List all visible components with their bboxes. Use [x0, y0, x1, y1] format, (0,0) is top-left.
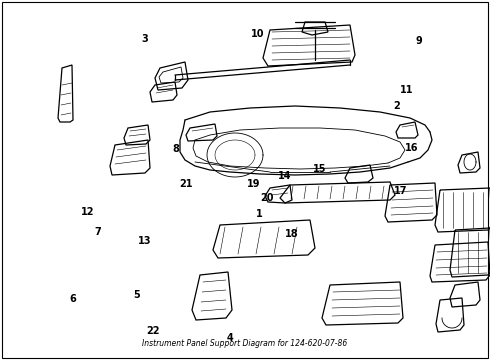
Text: 13: 13: [138, 236, 151, 246]
Text: 12: 12: [80, 207, 94, 217]
Text: 2: 2: [393, 101, 400, 111]
Text: 5: 5: [133, 290, 140, 300]
Text: 7: 7: [95, 227, 101, 237]
Text: 20: 20: [260, 193, 274, 203]
Text: 11: 11: [400, 85, 414, 95]
Text: 3: 3: [141, 34, 148, 44]
Text: 21: 21: [179, 179, 193, 189]
Text: 16: 16: [405, 143, 418, 153]
Text: 4: 4: [227, 333, 234, 343]
Text: 1: 1: [256, 209, 263, 219]
Text: 8: 8: [172, 144, 179, 154]
Text: 19: 19: [247, 179, 261, 189]
Text: 6: 6: [69, 294, 76, 304]
Text: 9: 9: [416, 36, 422, 46]
Text: 10: 10: [250, 29, 264, 39]
Text: 15: 15: [313, 164, 326, 174]
Text: 18: 18: [285, 229, 298, 239]
Text: 17: 17: [394, 186, 408, 196]
Text: 22: 22: [146, 326, 160, 336]
Text: Instrument Panel Support Diagram for 124-620-07-86: Instrument Panel Support Diagram for 124…: [143, 339, 347, 348]
Text: 14: 14: [278, 171, 292, 181]
